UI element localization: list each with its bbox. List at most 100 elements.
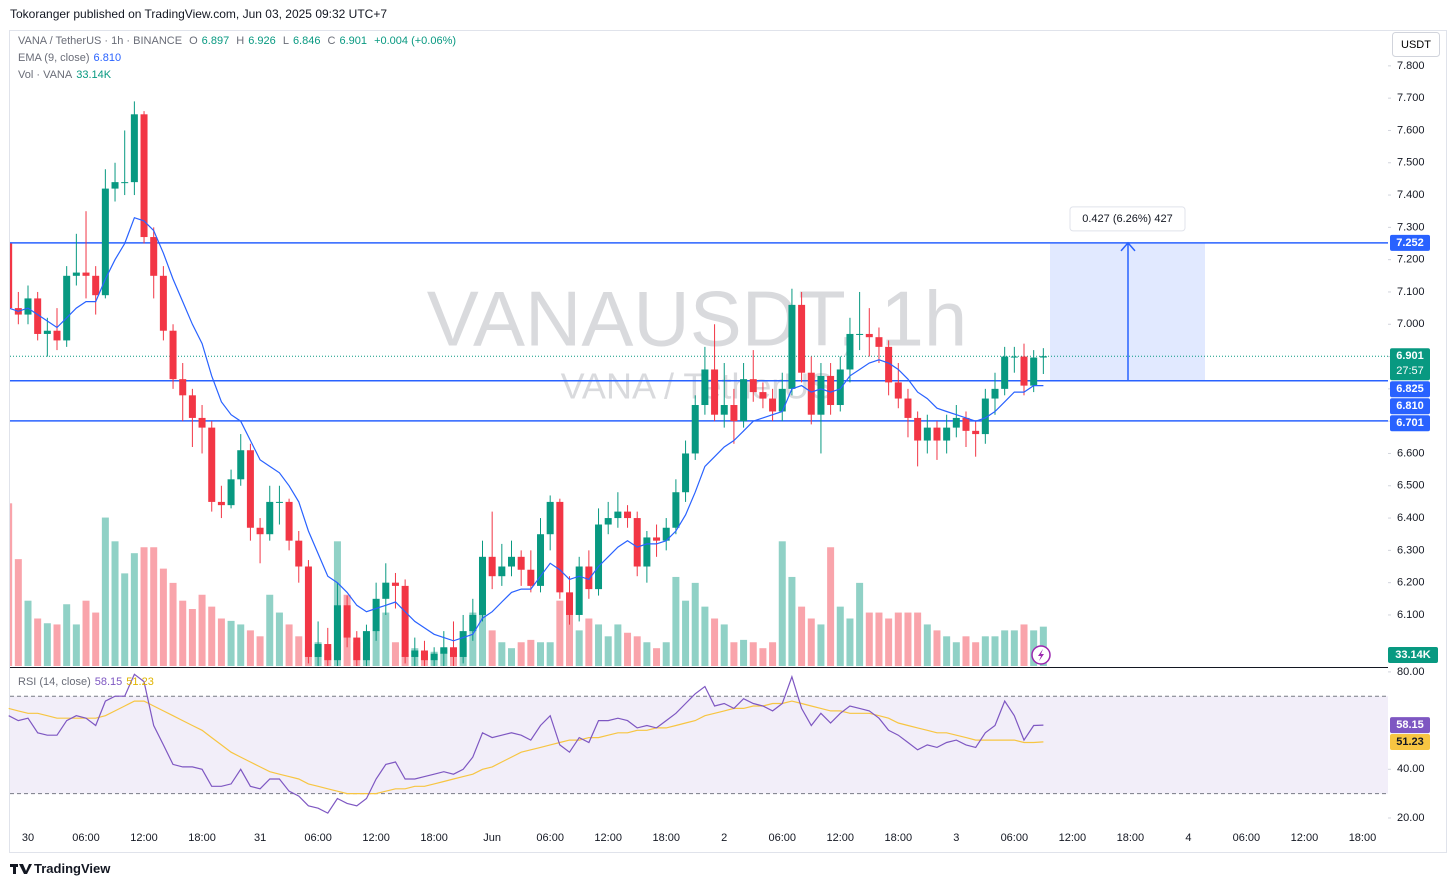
candle-body [865, 333, 873, 338]
volume-bar [53, 624, 61, 666]
volume-bar [962, 636, 970, 666]
x-tick-label: 12:00 [1291, 832, 1319, 844]
volume-bar [478, 582, 486, 666]
volume-bar [807, 618, 815, 666]
volume-bar [701, 606, 709, 666]
chart-frame [9, 30, 1447, 853]
volume-bar [798, 606, 806, 666]
candle-body [324, 644, 332, 661]
candle-body [972, 430, 980, 435]
y-tick-label: 7.500 [1397, 157, 1425, 169]
countdown: 27:57 [1396, 365, 1424, 377]
x-tick-label: 06:00 [72, 832, 100, 844]
volume-bar [508, 648, 515, 666]
currency-button[interactable] [1392, 32, 1440, 57]
volume-bar [778, 541, 786, 666]
x-tick-label: 18:00 [885, 832, 913, 844]
candle-body [440, 647, 448, 654]
candle-body [401, 585, 409, 657]
candle-body [585, 566, 593, 590]
volume-bar [217, 618, 225, 666]
price-label-box [1390, 234, 1430, 251]
candle-body [343, 605, 351, 638]
candle-body [24, 298, 32, 315]
candle-body [914, 417, 922, 441]
rsi-value: 58.15 [94, 676, 123, 688]
volume-bar [595, 624, 603, 666]
price-label-box [1390, 415, 1430, 432]
rsi-ma-value: 51.23 [126, 676, 154, 688]
y-tick-label: 7.200 [1397, 254, 1425, 266]
candle-body [304, 566, 312, 657]
x-tick-label: Jun [483, 832, 501, 844]
y-tick-label: 6.200 [1397, 577, 1425, 589]
c-letter: C [327, 35, 336, 47]
volume-bar [140, 547, 148, 666]
candle-body [759, 392, 767, 399]
y-tick-label: 7.000 [1397, 318, 1425, 330]
volume-bar [817, 624, 825, 666]
candle-body [778, 388, 786, 412]
price-label: 7.252 [1396, 237, 1424, 249]
volume-bar [914, 612, 922, 666]
candle-body [237, 450, 245, 480]
volume-bar [633, 636, 641, 666]
x-tick-label: 06:00 [304, 832, 332, 844]
candle-body [121, 182, 129, 184]
candle-body [391, 582, 399, 586]
volume-bar [1030, 630, 1038, 666]
volume-bar [43, 623, 51, 666]
candle-body [82, 272, 90, 276]
volume-bar [885, 618, 893, 666]
y-tick-label: 7.600 [1397, 124, 1425, 136]
x-tick-label: 06:00 [1001, 832, 1029, 844]
candle-body [266, 501, 274, 535]
x-tick-label: 12:00 [1059, 832, 1087, 844]
high-value: 6.926 [248, 35, 276, 47]
candle-body [430, 653, 438, 661]
price-label: 6.810 [1396, 400, 1424, 412]
candle-body [508, 556, 515, 567]
ema-legend: EMA (9, close) 6.810 [18, 52, 125, 64]
candle-body [295, 540, 303, 567]
candle-body [633, 518, 641, 567]
candle-body [856, 333, 864, 335]
volume-bar [169, 582, 177, 666]
volume-bar [653, 648, 661, 666]
x-tick-label: 12:00 [130, 832, 158, 844]
measure-label-box [1069, 206, 1186, 232]
candle-body [72, 272, 80, 276]
x-tick-label: 06:00 [1233, 832, 1261, 844]
volume-legend: Vol · VANA 33.14K [18, 69, 115, 81]
candle-body [488, 556, 496, 577]
x-tick-label: 12:00 [362, 832, 390, 844]
h-letter: H [236, 35, 245, 47]
price-label: 6.901 [1396, 350, 1424, 362]
volume-bar [556, 600, 564, 666]
candle-body [469, 614, 477, 632]
volume-bar [904, 612, 912, 666]
volume-bar [101, 517, 109, 666]
candle-body [256, 527, 264, 535]
volume-bar [34, 618, 42, 666]
candle-body [188, 395, 196, 418]
candle-body [875, 337, 883, 347]
volume-bar [740, 639, 748, 666]
volume-bar [894, 612, 902, 666]
x-tick-label: 06:00 [768, 832, 796, 844]
volume-bar [923, 624, 931, 666]
candle-body [769, 398, 777, 412]
l-letter: L [282, 35, 289, 47]
candle-body [101, 188, 109, 296]
candle-body [943, 427, 951, 441]
volume-bar [856, 582, 864, 666]
volume-bar [1020, 624, 1028, 666]
candle-body [1030, 357, 1038, 386]
volume-label: 33.14K [1395, 649, 1431, 661]
volume-bar [846, 618, 854, 666]
volume-bar [266, 594, 274, 666]
volume-bar [256, 636, 264, 666]
candle-body [691, 405, 699, 454]
price-label-box [1390, 348, 1430, 381]
candle-body [672, 492, 680, 528]
